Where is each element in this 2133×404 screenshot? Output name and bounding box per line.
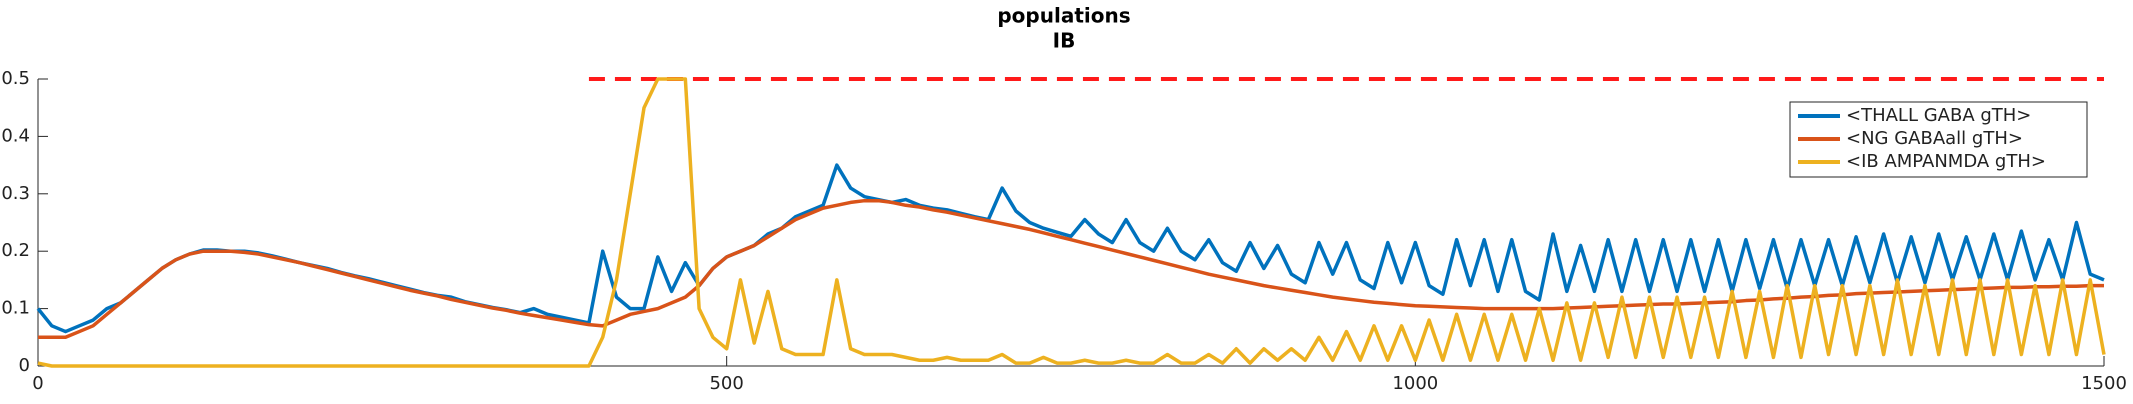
chart-subtitle: IB	[1053, 29, 1076, 53]
y-tick-label: 0.4	[1, 125, 30, 146]
x-tick-label: 500	[709, 373, 743, 394]
legend-label: <THALL GABA gTH>	[1846, 105, 2031, 126]
x-tick-label: 1500	[2081, 373, 2127, 394]
series-line	[38, 198, 2104, 340]
series-line	[36, 163, 2105, 334]
y-tick-label: 0.5	[1, 68, 30, 89]
y-tick-label: 0	[19, 355, 30, 376]
y-tick-label: 0.2	[1, 240, 30, 261]
y-tick-label: 0.1	[1, 298, 30, 319]
series-line	[37, 77, 2106, 368]
x-tick-label: 0	[32, 373, 43, 394]
x-tick-label: 1000	[1392, 373, 1438, 394]
legend-label: <NG GABAall gTH>	[1846, 128, 2023, 149]
legend: <THALL GABA gTH><NG GABAall gTH><IB AMPA…	[1789, 101, 2088, 178]
legend-label: <IB AMPANMDA gTH>	[1846, 151, 2046, 172]
y-tick-label: 0.3	[1, 183, 30, 204]
chart-title: populations	[997, 4, 1130, 28]
